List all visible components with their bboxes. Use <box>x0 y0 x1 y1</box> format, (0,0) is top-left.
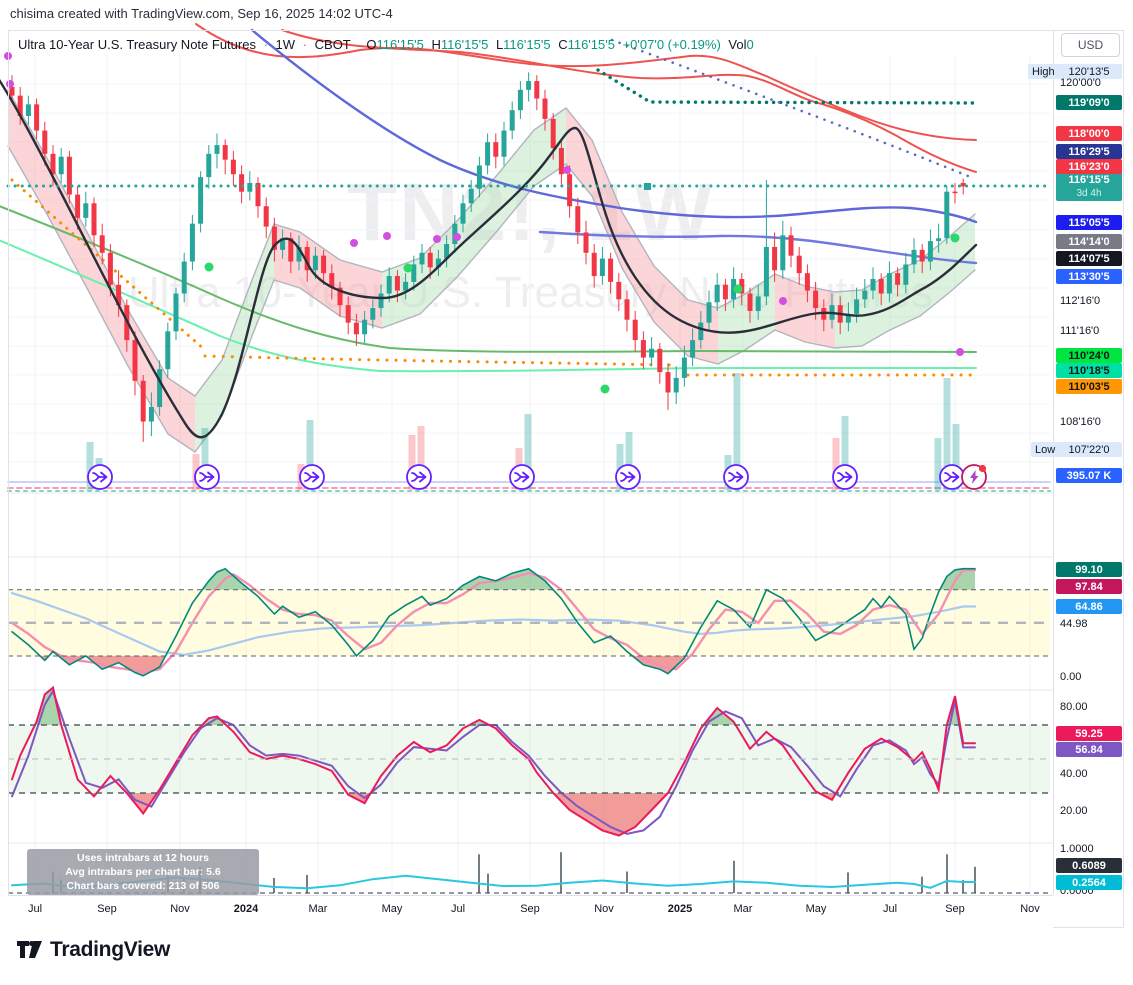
ohlc-close-key: C <box>558 37 568 52</box>
time-label-Nov: Nov <box>1020 903 1040 915</box>
low-label: Low <box>1031 442 1060 457</box>
high-value: 120'13'5 <box>1056 64 1122 79</box>
time-label-2025: 2025 <box>667 903 693 915</box>
high-label: High <box>1028 64 1059 79</box>
time-label-Sep: Sep <box>520 903 540 915</box>
contract-rollover-icon[interactable] <box>299 464 325 490</box>
symbol-title-row: Ultra 10-Year U.S. Treasury Note Futures… <box>18 37 758 52</box>
time-label-Nov: Nov <box>170 903 190 915</box>
separator: · <box>263 37 268 52</box>
time-label-Jul: Jul <box>27 903 43 915</box>
price-scale[interactable] <box>1053 30 1125 895</box>
currency-button[interactable]: USD <box>1061 33 1120 57</box>
interval-label[interactable]: 1W <box>275 37 296 52</box>
tradingview-footer[interactable]: TradingView <box>16 938 170 962</box>
contract-rollover-icon[interactable] <box>194 464 220 490</box>
current-price-value: 116'15'5 <box>1068 174 1110 186</box>
ohlc-high-key: H <box>431 37 441 52</box>
tradingview-logo-icon <box>17 941 42 958</box>
ohlc-low-value: 116'15'5 <box>503 37 551 52</box>
ohlc-low-key: L <box>495 37 504 52</box>
contract-rollover-icon[interactable] <box>87 464 113 490</box>
ohlc-open-value: 116'15'5 <box>376 37 424 52</box>
time-label-May: May <box>805 903 827 915</box>
contract-rollover-icon[interactable] <box>723 464 749 490</box>
time-label-Mar: Mar <box>308 903 328 915</box>
contract-rollover-icon[interactable] <box>615 464 641 490</box>
time-label-Sep: Sep <box>97 903 117 915</box>
alert-lightning-icon[interactable] <box>961 464 987 490</box>
tradingview-logo-text: TradingView <box>50 938 171 961</box>
symbol-description[interactable]: Ultra 10-Year U.S. Treasury Note Futures <box>18 37 256 52</box>
intrabar-info-box: Uses intrabars at 12 hours Avg intrabars… <box>27 849 259 895</box>
info-line-1: Uses intrabars at 12 hours <box>77 852 209 864</box>
time-label-May: May <box>381 903 403 915</box>
time-label-Jul: Jul <box>882 903 898 915</box>
time-label-Jul: Jul <box>450 903 466 915</box>
ohlc-close-value: 116'15'5 <box>567 37 615 52</box>
contract-rollover-icon[interactable] <box>832 464 858 490</box>
ohlc-open-key: O <box>366 37 377 52</box>
time-label-Nov: Nov <box>594 903 614 915</box>
change-value: +0'07'0 (+0.19%) <box>622 37 721 52</box>
time-label-2024: 2024 <box>233 903 259 915</box>
time-scale[interactable]: Jul Sep Nov 2024 Mar May Jul Sep Nov 2025 Mar May Ju… <box>8 895 1053 929</box>
attribution-text: chisima created with TradingView.com, Se… <box>10 6 393 21</box>
bar-countdown: 3d 4h <box>1076 188 1102 199</box>
volume-value: 0 <box>746 37 754 52</box>
info-line-3: Chart bars covered: 213 of 506 <box>66 880 220 892</box>
contract-rollover-icon[interactable] <box>509 464 535 490</box>
time-label-Sep: Sep <box>945 903 965 915</box>
exchange-label[interactable]: CBOT <box>314 37 351 52</box>
current-price-badge: 116'15'5 3d 4h <box>1056 171 1122 201</box>
low-value: 107'22'0 <box>1056 442 1122 457</box>
time-label-Mar: Mar <box>733 903 753 915</box>
ohlc-high-value: 116'15'5 <box>440 37 489 52</box>
volume-key: Vol <box>728 37 747 52</box>
separator: · <box>302 37 308 52</box>
contract-rollover-icon[interactable] <box>939 464 965 490</box>
contract-rollover-icon[interactable] <box>406 464 432 490</box>
info-line-2: Avg intrabars per chart bar: 5.6 <box>65 866 221 878</box>
